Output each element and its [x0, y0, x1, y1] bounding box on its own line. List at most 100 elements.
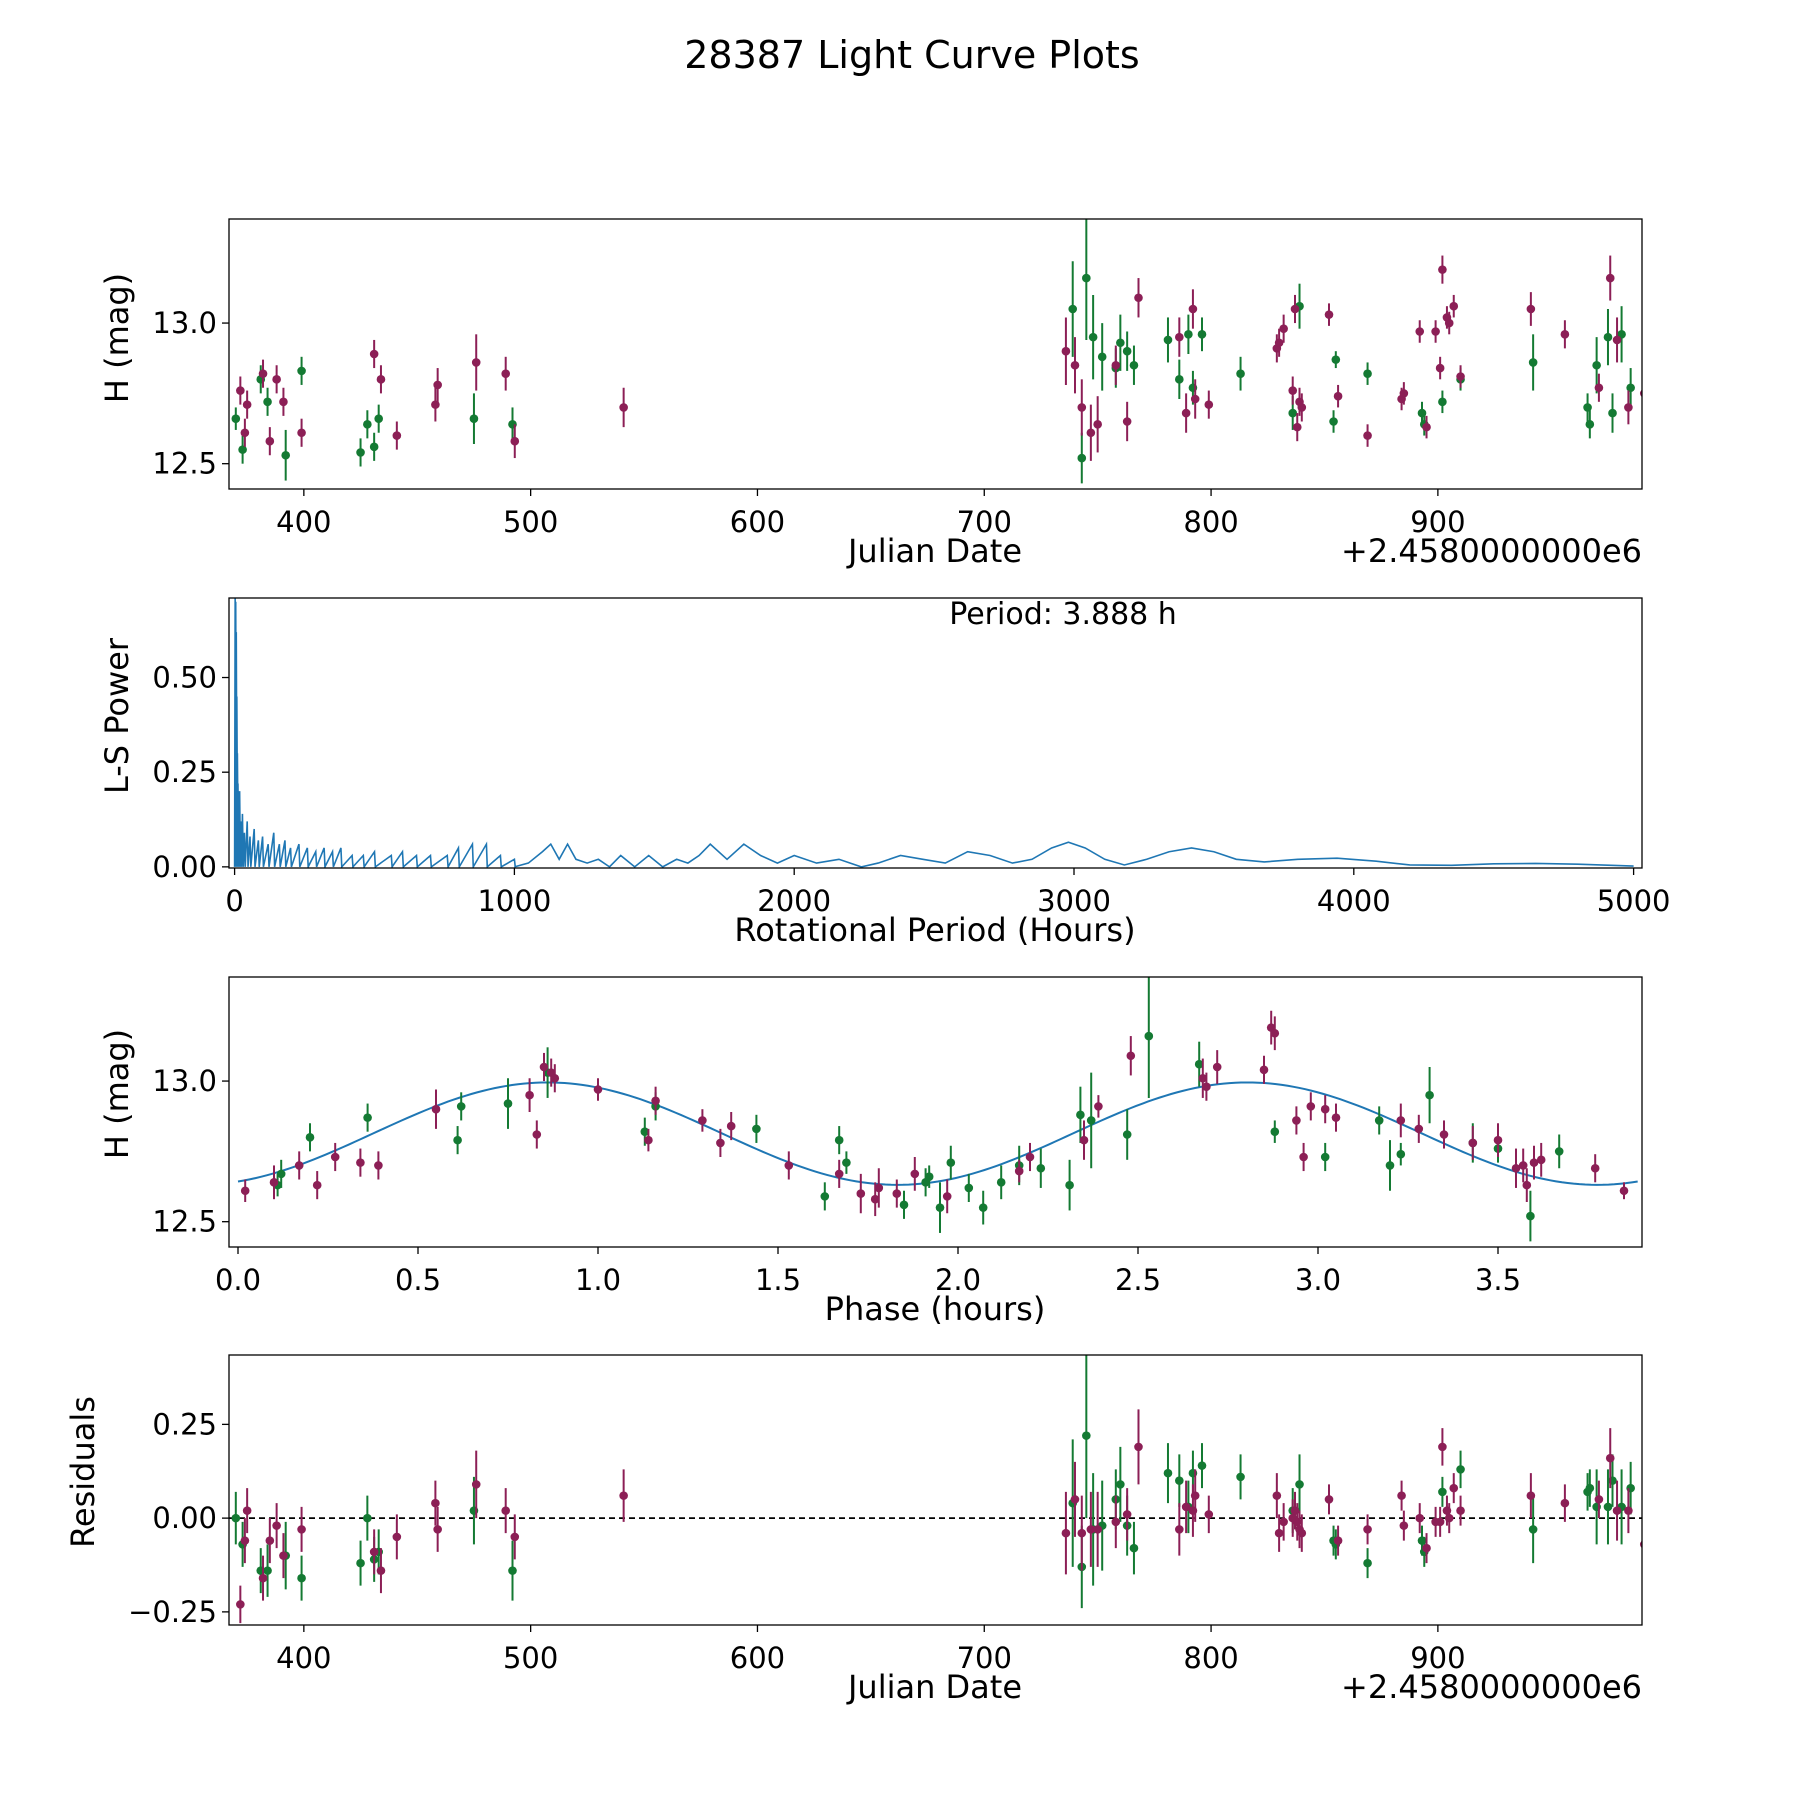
- data-point: [1181, 1502, 1191, 1512]
- data-point: [1122, 1130, 1132, 1139]
- data-point: [1014, 1166, 1024, 1176]
- phase-panel: Phase (hours) H (mag) 0.0 0.5 1.0 1.5 2.0 2.5…: [98, 976, 1643, 1328]
- resid-axes-frame: [228, 1354, 1643, 1626]
- data-point: [1190, 1491, 1200, 1500]
- resid-x-tick-label: 800: [1183, 1641, 1238, 1675]
- data-point: [856, 1189, 866, 1198]
- data-point: [258, 369, 268, 378]
- lc-plot-area: [231, 219, 1642, 484]
- data-point: [269, 1178, 279, 1187]
- data-point: [1094, 1102, 1103, 1111]
- data-point: [1583, 403, 1592, 412]
- data-point: [1076, 1110, 1085, 1120]
- ls-x-tick-label: 1000: [477, 884, 551, 918]
- data-point: [1129, 1543, 1139, 1553]
- periodogram-y-label: L-S Power: [98, 637, 136, 794]
- data-point: [1065, 1180, 1074, 1190]
- phase-x-tick-label: 1.0: [575, 1263, 621, 1297]
- data-point: [356, 1558, 365, 1568]
- data-point: [1528, 358, 1538, 367]
- data-point: [1612, 1506, 1622, 1515]
- data-point: [1608, 408, 1617, 418]
- data-point: [1088, 332, 1098, 342]
- lc-y-tick-label: 12.5: [152, 447, 217, 481]
- data-point: [1288, 408, 1298, 418]
- data-point: [1163, 335, 1173, 345]
- data-point: [1202, 1082, 1211, 1091]
- residuals-x-offset: +2.4580000000e6: [1341, 1668, 1642, 1706]
- data-point: [1093, 1525, 1102, 1534]
- phase-y-tick-label: 12.5: [152, 1205, 217, 1239]
- data-point: [1415, 327, 1425, 336]
- data-point: [294, 1161, 304, 1170]
- data-point: [1624, 403, 1633, 412]
- data-point: [1526, 304, 1536, 314]
- data-point: [1526, 1211, 1535, 1221]
- data-point: [1396, 1149, 1406, 1159]
- light-curve-x-offset: +2.4580000000e6: [1341, 532, 1642, 570]
- data-point: [1079, 1135, 1089, 1145]
- data-point: [1612, 335, 1622, 345]
- data-point: [1324, 1495, 1334, 1504]
- data-point: [297, 366, 306, 376]
- data-point: [376, 1566, 386, 1575]
- data-point: [892, 1189, 902, 1198]
- ls-x-tick-label: 4000: [1317, 884, 1391, 918]
- data-point: [1438, 1487, 1447, 1497]
- phase-x-tick-label: 1.5: [755, 1263, 801, 1297]
- data-point: [1594, 1495, 1604, 1504]
- data-point: [231, 1513, 241, 1523]
- figure-title: 28387 Light Curve Plots: [684, 33, 1139, 77]
- residuals-x-label: Julian Date: [846, 1668, 1022, 1706]
- data-point: [1070, 360, 1080, 370]
- data-point: [1093, 420, 1102, 429]
- data-point: [1456, 1465, 1465, 1474]
- data-point: [1184, 330, 1193, 339]
- data-point: [330, 1152, 340, 1162]
- lc-x-tick-label: 700: [957, 505, 1012, 539]
- lc-x-tick-label: 600: [730, 505, 785, 539]
- data-point: [1198, 1073, 1208, 1083]
- data-point: [1438, 1442, 1447, 1452]
- data-point: [1197, 1461, 1207, 1470]
- data-point: [1444, 1513, 1454, 1523]
- data-point: [726, 1121, 736, 1131]
- data-point: [276, 1169, 286, 1179]
- phase-x-tick-label: 3.0: [1295, 1263, 1341, 1297]
- data-point: [456, 1102, 466, 1111]
- data-point: [369, 349, 379, 359]
- data-point: [550, 1073, 560, 1083]
- ls-x-tick-label: 3000: [1037, 884, 1111, 918]
- data-point: [1279, 1517, 1288, 1527]
- data-point: [874, 1183, 884, 1193]
- light-curve-x-label: Julian Date: [846, 532, 1022, 570]
- data-point: [240, 428, 250, 438]
- data-point: [242, 1506, 252, 1515]
- data-point: [236, 386, 245, 395]
- data-point: [1061, 1528, 1071, 1538]
- data-point: [281, 450, 291, 460]
- data-point: [1456, 1506, 1465, 1515]
- light-curve-panel: Julian Date H (mag) +2.4580000000e6 400 5…: [98, 218, 1643, 570]
- data-point: [644, 1135, 653, 1145]
- resid-y-tick-label: 0.00: [152, 1501, 217, 1535]
- data-point: [784, 1161, 794, 1170]
- data-point: [503, 1099, 513, 1108]
- resid-x-tick-label: 900: [1410, 1641, 1465, 1675]
- data-point: [1292, 422, 1302, 432]
- data-point: [1116, 1480, 1125, 1489]
- data-point: [240, 1536, 250, 1545]
- data-point: [1605, 1453, 1615, 1463]
- data-point: [1320, 1104, 1330, 1114]
- resid-x-tick-label: 700: [957, 1641, 1012, 1675]
- data-point: [539, 1062, 549, 1072]
- data-point: [1363, 1525, 1372, 1534]
- data-point: [842, 1158, 851, 1167]
- data-point: [431, 400, 440, 409]
- data-point: [1560, 1498, 1570, 1508]
- data-point: [1175, 332, 1184, 342]
- data-point: [510, 436, 520, 446]
- data-point: [1560, 330, 1570, 339]
- data-point: [1422, 1543, 1431, 1553]
- data-point: [297, 1573, 306, 1583]
